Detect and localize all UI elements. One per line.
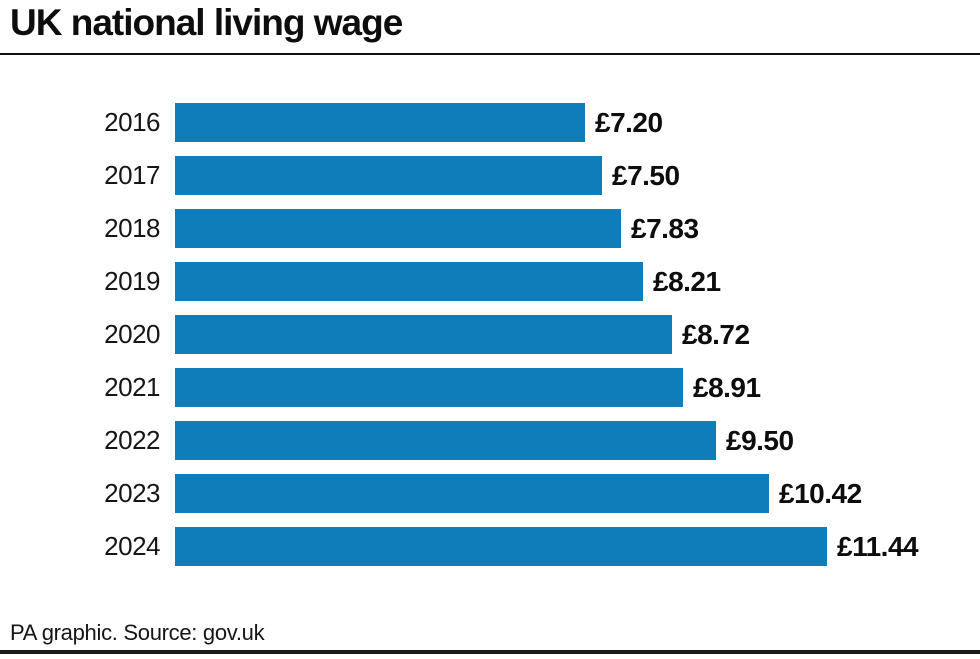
year-label: 2019 [104, 266, 160, 296]
bar-row: 2018 £7.83 [0, 209, 980, 248]
bottom-border-line [0, 650, 980, 654]
source-attribution: PA graphic. Source: gov.uk [10, 620, 265, 645]
bar-row: 2016 £7.20 [0, 103, 980, 142]
chart-title: UK national living wage [10, 2, 403, 43]
value-label: £9.50 [726, 424, 794, 456]
bar-row: 2020 £8.72 [0, 315, 980, 354]
bar-row: 2022 £9.50 [0, 421, 980, 460]
wage-bar [175, 156, 602, 195]
bar-row: 2021 £8.91 [0, 368, 980, 407]
value-label: £8.21 [653, 265, 721, 297]
wage-bar [175, 315, 672, 354]
bar-row: 2017 £7.50 [0, 156, 980, 195]
year-label: 2023 [104, 478, 160, 508]
year-label: 2022 [104, 425, 160, 455]
value-label: £7.50 [612, 159, 680, 191]
value-label: £7.83 [631, 212, 699, 244]
wage-bar [175, 262, 643, 301]
value-label: £11.44 [837, 530, 919, 562]
year-label: 2021 [104, 372, 160, 402]
wage-bar [175, 103, 585, 142]
wage-bar [175, 474, 769, 513]
bar-row: 2023 £10.42 [0, 474, 980, 513]
wage-bar [175, 421, 716, 460]
year-label: 2016 [104, 107, 160, 137]
value-label: £10.42 [779, 477, 862, 509]
bar-chart: 2016 £7.20 2017 £7.50 2018 £7.83 2019 £8.21 2020… [0, 103, 980, 580]
wage-bar [175, 209, 621, 248]
bar-row: 2024 £11.44 [0, 527, 980, 566]
wage-bar [175, 368, 683, 407]
value-label: £8.72 [682, 318, 750, 350]
year-label: 2020 [104, 319, 160, 349]
value-label: £7.20 [595, 106, 663, 138]
year-label: 2018 [104, 213, 160, 243]
value-label: £8.91 [693, 371, 761, 403]
year-label: 2024 [104, 531, 160, 561]
wage-bar [175, 527, 827, 566]
year-label: 2017 [104, 160, 160, 190]
title-divider-line [0, 53, 980, 55]
bar-row: 2019 £8.21 [0, 262, 980, 301]
